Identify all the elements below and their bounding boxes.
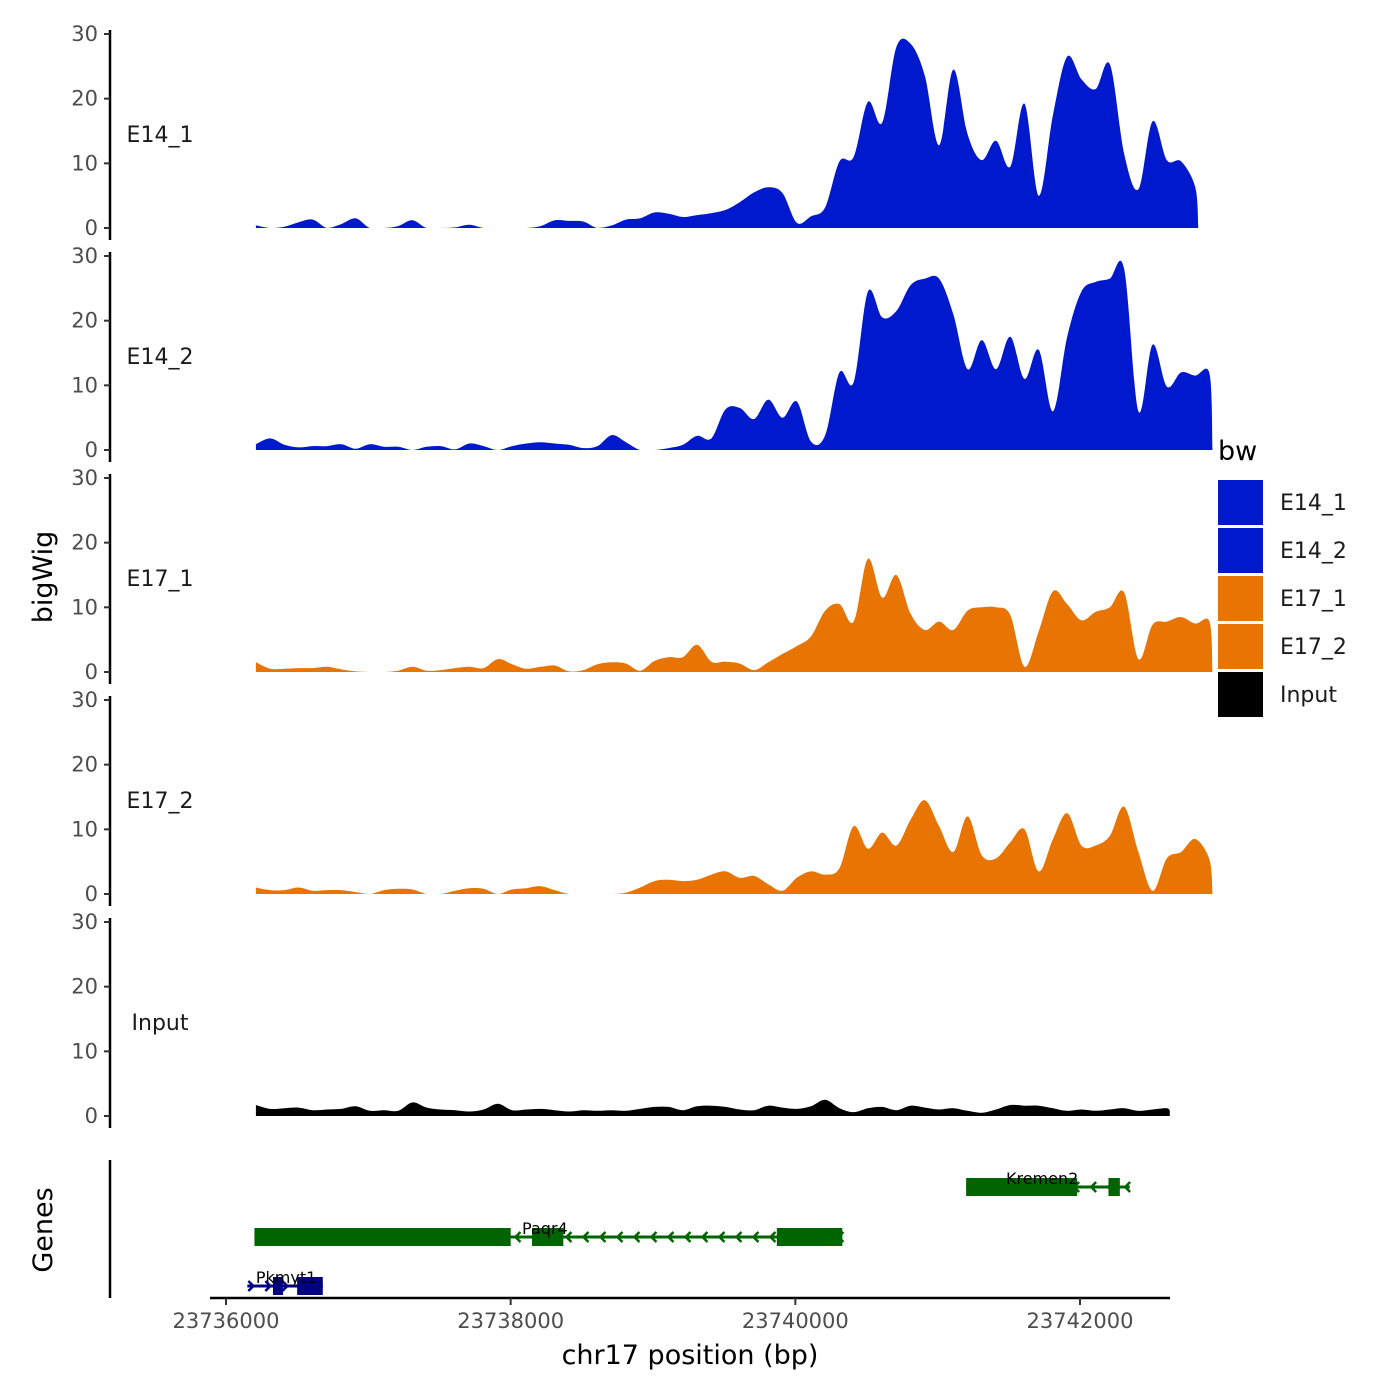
track-input: 0 10 20 30 Input: [71, 910, 1170, 1128]
strand-arrow: [1123, 1181, 1132, 1193]
gene-pkmyt1: Pkmyt1: [247, 1268, 323, 1295]
y-tick-label: 20: [71, 753, 98, 777]
strand-arrow: [734, 1231, 743, 1243]
y-tick-label: 0: [85, 438, 98, 462]
legend-key-e17-2: [1218, 624, 1263, 669]
y-tick-label: 10: [71, 151, 98, 175]
genes-track: Kremen2 Paqr4 Pkmyt1: [108, 1160, 1132, 1298]
track-e17-1: 0 10 20 30 E17_1: [71, 466, 1213, 684]
y-tick-label: 20: [71, 531, 98, 555]
track-e14-2: 0 10 20 30 E14_2: [71, 244, 1213, 462]
gene-label: Paqr4: [522, 1219, 568, 1238]
x-tick-label: 23742000: [1027, 1309, 1134, 1333]
legend-key-e14-1: [1218, 480, 1263, 525]
strand-arrow: [1089, 1181, 1098, 1193]
strand-arrow: [598, 1231, 607, 1243]
legend-label: Input: [1280, 683, 1337, 708]
legend-label: E17_2: [1280, 635, 1347, 660]
strand-arrow: [649, 1231, 658, 1243]
strand-arrow: [281, 1280, 290, 1292]
strand-arrow: [700, 1231, 709, 1243]
legend-key-e14-2: [1218, 528, 1263, 573]
strand-arrow: [632, 1231, 641, 1243]
track-label: E14_2: [127, 345, 194, 370]
strand-arrow: [683, 1231, 692, 1243]
gene-exon: [966, 1178, 1078, 1196]
y-tick-label: 30: [71, 910, 98, 934]
legend: bw E14_1 E14_2 E17_1 E17_2 Input: [1218, 436, 1347, 717]
track-label: Input: [132, 1011, 189, 1036]
legend-label: E14_2: [1280, 539, 1347, 564]
gene-exon: [272, 1277, 283, 1295]
strand-arrow: [581, 1231, 590, 1243]
x-axis: 23736000 23738000 23740000 23742000: [173, 1296, 1170, 1333]
strand-arrow: [615, 1231, 624, 1243]
coverage-area-e17-2: [255, 800, 1213, 894]
x-tick-label: 23738000: [457, 1309, 564, 1333]
x-axis-title: chr17 position (bp): [562, 1340, 819, 1371]
gene-paqr4: Paqr4: [254, 1219, 845, 1246]
strand-arrow: [513, 1231, 522, 1243]
x-tick-label: 23740000: [742, 1309, 849, 1333]
legend-key-input: [1218, 672, 1263, 717]
coverage-area-e14-1: [255, 38, 1199, 228]
y-tick-label: 10: [71, 373, 98, 397]
gene-exon: [297, 1277, 323, 1295]
gene-exon: [532, 1228, 564, 1246]
y-tick-label: 10: [71, 817, 98, 841]
y-tick-label: 0: [85, 1104, 98, 1128]
strand-arrow: [564, 1231, 573, 1243]
gene-label: Pkmyt1: [256, 1268, 316, 1287]
track-e14-1: 0 10 20 30 E14_1: [71, 22, 1199, 240]
y-tick-label: 20: [71, 975, 98, 999]
legend-label: E17_1: [1280, 587, 1347, 612]
strand-arrow: [264, 1280, 273, 1292]
legend-label: E14_1: [1280, 491, 1347, 516]
gene-label: Kremen2: [1006, 1169, 1078, 1188]
coverage-tracks: 0 10 20 30 E14_1 0 10 20 30 E14_2 0 10 20 30 E17_1 0 10 2…: [71, 22, 1213, 1128]
y-tick-label: 10: [71, 595, 98, 619]
track-e17-2: 0 10 20 30 E17_2: [71, 688, 1213, 906]
gene-exon: [254, 1228, 511, 1246]
legend-title: bw: [1218, 436, 1257, 467]
y-tick-label: 30: [71, 688, 98, 712]
y-tick-label: 0: [85, 882, 98, 906]
y-axis-title: bigWig: [28, 531, 59, 624]
y-tick-label: 0: [85, 660, 98, 684]
y-tick-label: 0: [85, 216, 98, 240]
strand-arrow: [247, 1280, 256, 1292]
y-tick-label: 20: [71, 87, 98, 111]
gene-exon: [1108, 1178, 1120, 1196]
strand-arrow: [717, 1231, 726, 1243]
y-tick-label: 30: [71, 466, 98, 490]
x-tick-label: 23736000: [173, 1309, 280, 1333]
genes-axis-title: Genes: [28, 1187, 59, 1272]
legend-key-e17-1: [1218, 576, 1263, 621]
strand-arrow: [751, 1231, 760, 1243]
track-label: E17_2: [127, 789, 194, 814]
coverage-area-e14-2: [255, 260, 1213, 450]
y-tick-label: 20: [71, 309, 98, 333]
y-tick-label: 30: [71, 244, 98, 268]
y-tick-label: 30: [71, 22, 98, 46]
track-label: E17_1: [127, 567, 194, 592]
coverage-area-input: [255, 1099, 1170, 1116]
coverage-area-e17-1: [255, 558, 1213, 672]
strand-arrow: [768, 1231, 777, 1243]
gene-kremen2: Kremen2: [966, 1169, 1132, 1196]
track-label: E14_1: [127, 123, 194, 148]
y-tick-label: 10: [71, 1039, 98, 1063]
gene-exon: [776, 1228, 843, 1246]
strand-arrow: [666, 1231, 675, 1243]
